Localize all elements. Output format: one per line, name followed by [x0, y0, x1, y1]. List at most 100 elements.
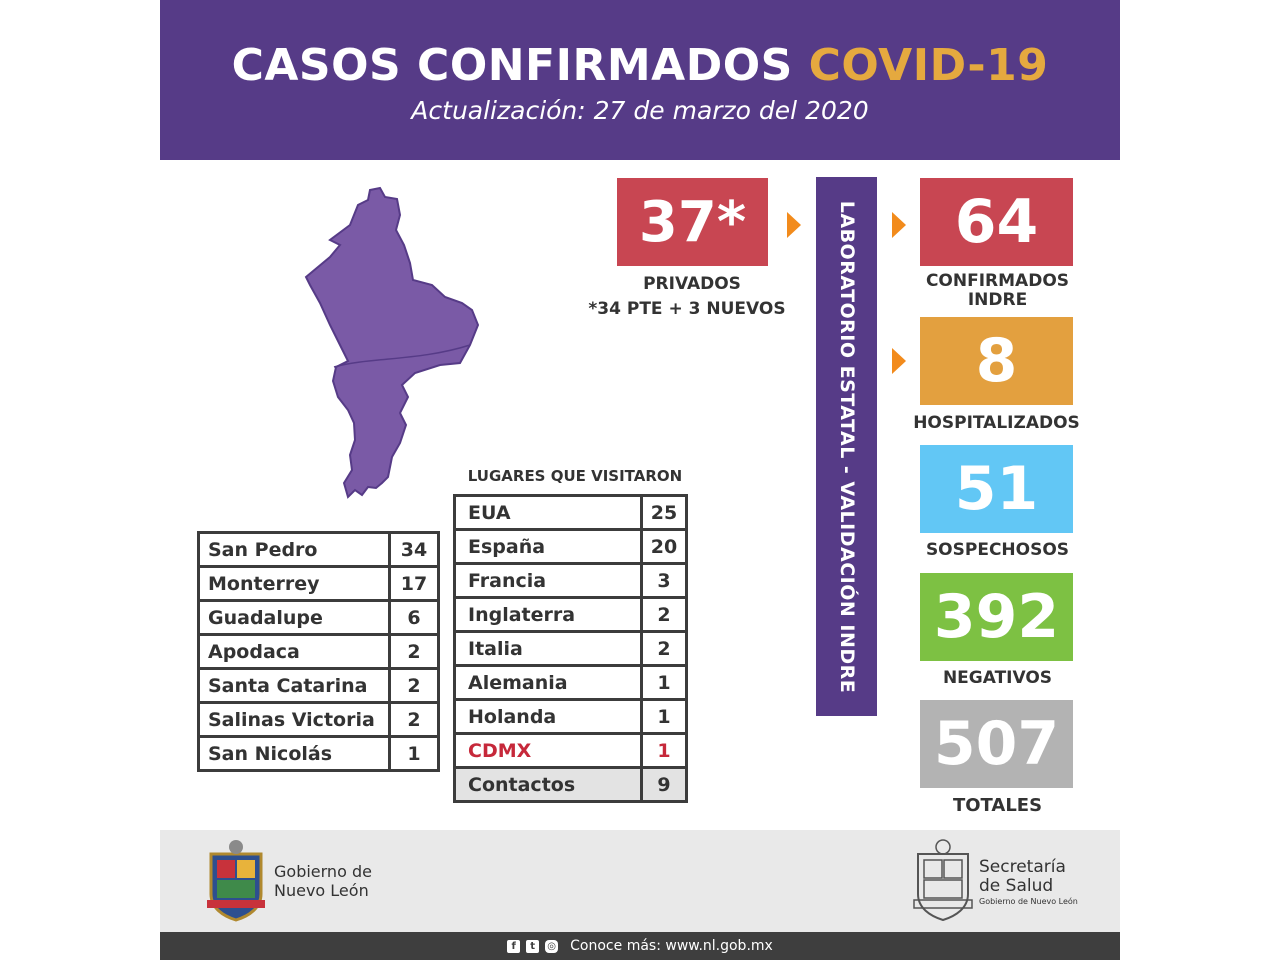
- title-main: CASOS CONFIRMADOS: [231, 40, 793, 91]
- footer: [160, 830, 1120, 932]
- municipio-name: Guadalupe: [197, 599, 391, 636]
- lugar-name: Holanda: [453, 698, 643, 735]
- privados-value: 37*: [638, 189, 747, 255]
- totales-label: TOTALES: [952, 795, 1043, 816]
- municipio-row: Salinas Victoria 2: [197, 701, 440, 738]
- hospitalizados-value: 8: [975, 326, 1018, 396]
- municipio-row: Santa Catarina 2: [197, 667, 440, 704]
- secretaria-salud-text: Secretaría de Salud Gobierno de Nuevo Le…: [979, 858, 1119, 908]
- lugar-name: Italia: [453, 630, 643, 667]
- confirmados-label-line1: CONFIRMADOS: [925, 271, 1070, 291]
- sospechosos-value: 51: [954, 454, 1039, 524]
- municipio-name: Apodaca: [197, 633, 391, 670]
- facebook-icon[interactable]: f: [507, 939, 521, 953]
- lugar-count: 2: [640, 630, 688, 667]
- municipio-count: 2: [388, 633, 440, 670]
- header-banner: [160, 0, 1120, 160]
- privados-label: PRIVADOS: [643, 274, 741, 294]
- lugar-count: 1: [640, 732, 688, 769]
- municipio-row: Monterrey 17: [197, 565, 440, 602]
- arrow-to-confirmados: [892, 212, 906, 238]
- confirmados-label-line2: INDRE: [967, 290, 1028, 310]
- municipio-name: Santa Catarina: [197, 667, 391, 704]
- hospitalizados-box: 8: [920, 317, 1073, 405]
- confirmados-box: 64: [920, 178, 1073, 266]
- website-link[interactable]: Conoce más: www.nl.gob.mx: [570, 938, 773, 954]
- lugar-row: CDMX 1: [453, 732, 688, 769]
- twitter-icon[interactable]: t: [526, 939, 540, 953]
- map-border-line: [333, 344, 471, 368]
- municipio-name: San Pedro: [197, 531, 391, 568]
- gobierno-nl-text: Gobierno de Nuevo León: [274, 862, 414, 900]
- lugar-count: 3: [640, 562, 688, 599]
- sospechosos-box: 51: [920, 445, 1073, 533]
- bottom-bar: f t ◎ Conoce más: www.nl.gob.mx: [160, 932, 1120, 960]
- lugar-count: 25: [640, 494, 688, 531]
- page-title: CASOS CONFIRMADOS COVID-19: [160, 40, 1120, 91]
- lab-validation-band: LABORATORIO ESTATAL - VALIDACIÓN INDRE: [816, 177, 877, 716]
- lugar-count: 2: [640, 596, 688, 633]
- lugar-row: Italia 2: [453, 630, 688, 667]
- lugar-name: España: [453, 528, 643, 565]
- lugar-name: Inglaterra: [453, 596, 643, 633]
- municipio-row: Apodaca 2: [197, 633, 440, 670]
- municipio-count: 2: [388, 701, 440, 738]
- privados-box: 37*: [617, 178, 768, 266]
- instagram-icon[interactable]: ◎: [545, 939, 559, 953]
- page-subtitle: Actualización: 27 de marzo del 2020: [411, 96, 869, 125]
- negativos-label: NEGATIVOS: [942, 668, 1053, 688]
- municipio-row: Guadalupe 6: [197, 599, 440, 636]
- lugar-row: Alemania 1: [453, 664, 688, 701]
- lugar-name: CDMX: [453, 732, 643, 769]
- lugares-table-body: EUA 25 España 20 Francia 3 Inglaterra 2 Italia 2 A…: [453, 494, 688, 803]
- lugar-name: Contactos: [453, 766, 643, 803]
- municipio-name: Monterrey: [197, 565, 391, 602]
- municipio-count: 6: [388, 599, 440, 636]
- municipio-count: 17: [388, 565, 440, 602]
- confirmados-label: CONFIRMADOS INDRE: [905, 272, 1090, 310]
- lugar-row: Inglaterra 2: [453, 596, 688, 633]
- totales-value: 507: [933, 709, 1060, 779]
- secretaria-line2: de Salud: [979, 876, 1054, 896]
- municipio-name: Salinas Victoria: [197, 701, 391, 738]
- lugar-count: 1: [640, 664, 688, 701]
- lugar-name: Alemania: [453, 664, 643, 701]
- municipio-row: San Pedro 34: [197, 531, 440, 568]
- negativos-value: 392: [933, 582, 1060, 652]
- municipio-row: San Nicolás 1: [197, 735, 440, 772]
- secretaria-salud-shield-icon: [913, 839, 973, 922]
- lugar-name: Francia: [453, 562, 643, 599]
- lugar-row: EUA 25: [453, 494, 688, 531]
- lugar-count: 9: [640, 766, 688, 803]
- totales-box: 507: [920, 700, 1073, 788]
- lugar-row: Holanda 1: [453, 698, 688, 735]
- secretaria-line3: Gobierno de Nuevo León: [979, 897, 1078, 906]
- gobierno-shield-icon: [207, 840, 265, 922]
- gobierno-line1: Gobierno de: [274, 862, 372, 881]
- municipio-count: 34: [388, 531, 440, 568]
- arrow-to-lab: [787, 212, 801, 238]
- municipios-table: San Pedro 34 Monterrey 17 Guadalupe 6 Apodaca 2…: [197, 531, 440, 772]
- title-accent: COVID-19: [808, 40, 1049, 91]
- nuevo-leon-map: [304, 186, 480, 499]
- lugar-count: 1: [640, 698, 688, 735]
- lugar-name: EUA: [453, 494, 643, 531]
- map-shape: [304, 186, 480, 499]
- lugares-title: LUGARES QUE VISITARON: [467, 467, 683, 485]
- municipios-table-body: San Pedro 34 Monterrey 17 Guadalupe 6 Apodaca 2…: [197, 531, 440, 772]
- municipio-name: San Nicolás: [197, 735, 391, 772]
- lugares-table: EUA 25 España 20 Francia 3 Inglaterra 2 Italia 2 A…: [453, 494, 688, 803]
- negativos-box: 392: [920, 573, 1073, 661]
- lugar-count: 20: [640, 528, 688, 565]
- lugar-row: Francia 3: [453, 562, 688, 599]
- confirmados-value: 64: [954, 187, 1039, 257]
- privados-note: *34 PTE + 3 NUEVOS: [588, 299, 786, 319]
- hospitalizados-label: HOSPITALIZADOS: [913, 413, 1080, 433]
- lugar-row: Contactos 9: [453, 766, 688, 803]
- secretaria-line1: Secretaría: [979, 857, 1066, 877]
- lab-validation-text: LABORATORIO ESTATAL - VALIDACIÓN INDRE: [835, 200, 858, 693]
- gobierno-line2: Nuevo León: [274, 881, 369, 900]
- municipio-count: 2: [388, 667, 440, 704]
- lugar-row: España 20: [453, 528, 688, 565]
- sospechosos-label: SOSPECHOSOS: [925, 540, 1070, 560]
